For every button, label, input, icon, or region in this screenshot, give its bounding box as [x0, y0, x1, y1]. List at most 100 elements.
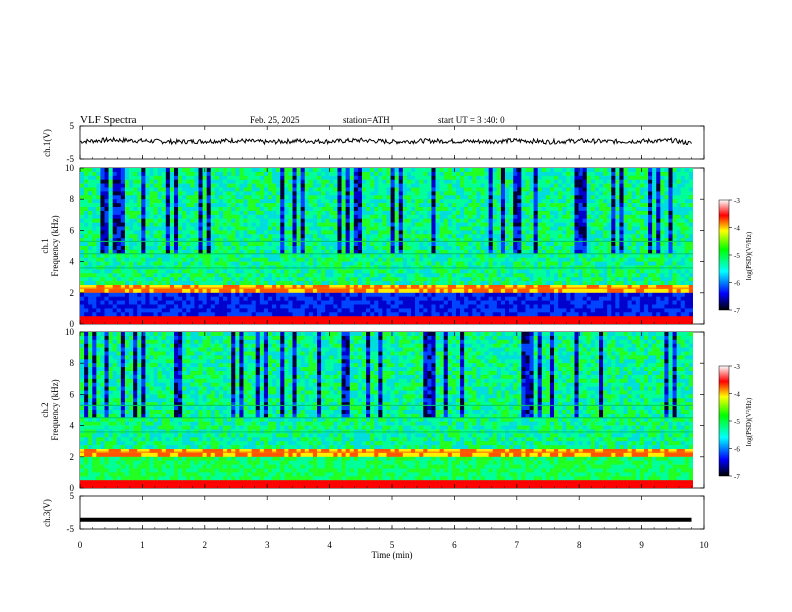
spectrogram-cell — [259, 218, 265, 223]
spectrogram-cell — [386, 296, 391, 301]
spectrogram-cell — [133, 191, 138, 196]
spectrogram-cell — [521, 203, 526, 208]
spectrogram-cell — [178, 320, 183, 324]
spectrogram-cell — [296, 222, 301, 227]
spectrogram-cell — [406, 277, 412, 282]
spectrogram-cell — [239, 230, 244, 235]
spectrogram-cell — [357, 246, 363, 251]
spectrogram-cell — [492, 285, 498, 290]
spectrogram-cell — [308, 179, 314, 184]
spectrogram-cell — [431, 261, 436, 266]
spectrogram-cell — [496, 210, 502, 216]
spectrogram-cell — [161, 214, 167, 219]
spectrogram-cell — [398, 249, 404, 255]
spectrogram-cell — [541, 277, 547, 282]
spectrogram-cell — [390, 175, 395, 180]
spectrogram-cell — [570, 195, 575, 200]
spectrogram-cell — [431, 320, 436, 324]
spectrogram-cell — [374, 214, 379, 219]
spectrogram-cell — [451, 234, 457, 239]
spectrogram-cell — [390, 191, 395, 196]
spectrogram-cell — [361, 257, 367, 262]
spectrogram-cell — [161, 312, 167, 317]
spectrogram-cell — [439, 171, 445, 177]
spectrogram-cell — [255, 285, 261, 290]
spectrogram-cell — [476, 320, 481, 324]
spectrogram-cell — [153, 253, 158, 258]
spectrogram-cell — [251, 242, 257, 247]
spectrogram-cell — [525, 292, 530, 297]
spectrogram-cell — [578, 230, 583, 235]
spectrogram-cell — [169, 203, 175, 208]
spectrogram-cell — [161, 320, 167, 324]
spectrogram-cell — [182, 312, 187, 317]
spectrogram-cell — [447, 168, 453, 173]
spectrogram-cell — [235, 175, 240, 180]
spectrogram-cell — [480, 277, 485, 282]
spectrogram-cell — [386, 214, 391, 219]
spectrogram-cell — [304, 320, 310, 324]
spectrogram-cell — [554, 171, 559, 177]
spectrogram-cell — [108, 234, 113, 239]
spectrogram-cell — [321, 234, 326, 239]
spectrogram-cell — [137, 199, 142, 204]
spectrogram-cell — [296, 203, 301, 208]
spectrogram-cell — [272, 171, 277, 177]
spectrogram-cell — [427, 238, 432, 243]
spectrogram-cell — [182, 261, 187, 266]
spectrogram-cell — [480, 179, 485, 184]
spectrogram-cell — [455, 300, 461, 305]
spectrogram-cell — [460, 203, 465, 208]
spectrogram-cell — [570, 199, 575, 204]
spectrogram-cell — [235, 203, 240, 208]
spectrogram-cell — [370, 304, 375, 309]
spectrogram-cell — [231, 246, 236, 251]
spectrogram-cell — [263, 257, 269, 262]
spectrogram-cell — [394, 199, 400, 204]
spectrogram-cell — [333, 273, 338, 278]
spectrogram-cell — [137, 249, 142, 255]
spectrogram-cell — [435, 187, 440, 192]
spectrogram-cell — [218, 191, 224, 196]
spectrogram-cell — [455, 226, 461, 231]
spectrogram-cell — [161, 230, 167, 235]
spectrogram-cell — [349, 207, 355, 212]
spectrogram-cell — [292, 288, 297, 294]
spectrogram-cell — [586, 269, 592, 274]
spectrogram-cell — [472, 214, 477, 219]
spectrogram-cell — [133, 308, 138, 313]
spectrogram-cell — [259, 230, 265, 235]
spectrogram-cell — [194, 261, 199, 266]
spectrogram-cell — [227, 168, 232, 173]
spectrogram-cell — [541, 288, 547, 294]
spectrogram-cell — [427, 269, 432, 274]
spectrogram-cell — [517, 316, 522, 321]
spectrogram-cell — [276, 316, 281, 321]
spectrogram-cell — [492, 195, 498, 200]
spectrogram-cell — [312, 179, 318, 184]
spectrogram-cell — [239, 218, 244, 223]
spectrogram-cell — [133, 195, 138, 200]
spectrogram-cell — [100, 234, 105, 239]
spectrogram-cell — [586, 246, 592, 251]
spectrogram-cell — [202, 246, 207, 251]
spectrogram-cell — [194, 320, 199, 324]
spectrogram-cell — [529, 273, 534, 278]
spectrogram-cell — [500, 296, 506, 301]
spectrogram-cell — [312, 249, 318, 255]
spectrogram-cell — [173, 203, 179, 208]
spectrogram-cell — [509, 183, 514, 188]
spectrogram-cell — [451, 281, 457, 286]
spectrogram-cell — [178, 246, 183, 251]
spectrogram-cell — [500, 226, 506, 231]
spectrogram-cell — [173, 191, 179, 196]
spectrogram-cell — [406, 285, 412, 290]
spectrogram-cell — [149, 187, 154, 192]
spectrogram-cell — [214, 312, 220, 317]
spectrogram-cell — [284, 210, 289, 216]
spectrogram-cell — [231, 168, 236, 173]
spectrogram-cell — [169, 191, 175, 196]
spectrogram-cell — [517, 214, 522, 219]
spectrogram-cell — [464, 281, 469, 286]
spectrogram-cell — [178, 292, 183, 297]
